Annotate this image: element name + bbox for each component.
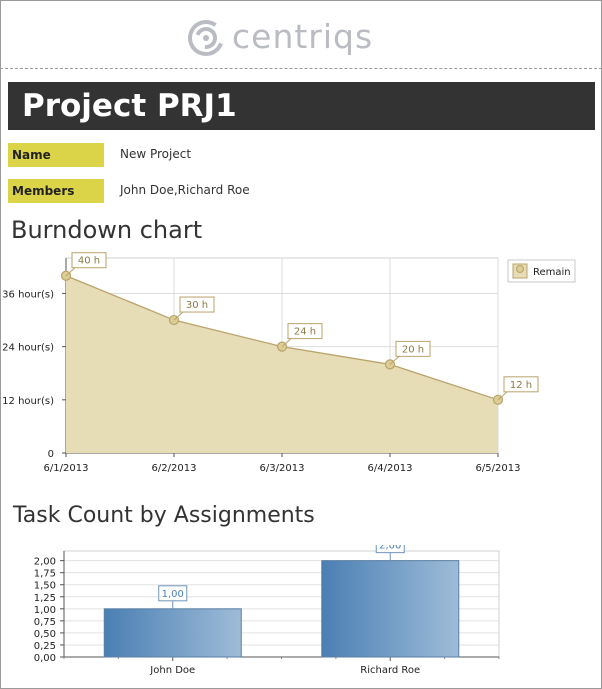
y-tick-label: 0,50 bbox=[34, 629, 56, 640]
name-label: Name bbox=[8, 143, 104, 167]
y-tick-label: 0,25 bbox=[34, 641, 56, 652]
data-label-leader bbox=[389, 355, 400, 365]
data-label-box bbox=[395, 340, 431, 357]
x-tick-label: 6/2/2013 bbox=[152, 463, 197, 474]
data-label-leader bbox=[281, 338, 292, 348]
data-label-box bbox=[375, 545, 405, 554]
data-label-leader bbox=[497, 391, 508, 401]
y-tick-label: 0 bbox=[48, 449, 54, 460]
members-value: John Doe,Richard Roe bbox=[120, 183, 250, 197]
burndown-area bbox=[66, 275, 498, 453]
data-label: 30 h bbox=[186, 300, 208, 311]
data-label-box bbox=[158, 585, 188, 602]
y-tick-label: 24 hour(s) bbox=[2, 343, 54, 354]
data-label-box bbox=[503, 376, 539, 393]
legend-label: Remain bbox=[533, 267, 571, 278]
legend: Remain bbox=[507, 259, 576, 283]
logo-text: centriqs bbox=[232, 16, 374, 56]
y-tick-label: 36 hour(s) bbox=[2, 289, 54, 300]
x-tick-label: 6/3/2013 bbox=[260, 463, 305, 474]
x-tick-label: 6/4/2013 bbox=[368, 463, 413, 474]
data-label: 12 h bbox=[510, 380, 532, 391]
data-label-box bbox=[71, 252, 107, 269]
title-bar: Project PRJ1 bbox=[8, 82, 595, 130]
x-tick-label: Richard Roe bbox=[360, 665, 420, 676]
bar bbox=[103, 608, 242, 658]
y-tick-label: 1,25 bbox=[34, 593, 56, 604]
y-tick-label: 2,00 bbox=[34, 557, 56, 568]
burndown-title: Burndown chart bbox=[11, 216, 203, 244]
task-count-title: Task Count by Assignments bbox=[13, 503, 315, 528]
data-label-box bbox=[179, 296, 215, 313]
y-tick-label: 0,75 bbox=[34, 617, 56, 628]
data-label: 40 h bbox=[78, 256, 100, 267]
y-tick-label: 0,00 bbox=[34, 653, 56, 664]
task-count-chart: 0,000,250,500,751,001,251,501,752,00John… bbox=[34, 545, 500, 676]
bar bbox=[321, 560, 460, 658]
x-tick-label: John Doe bbox=[149, 665, 195, 676]
legend-marker bbox=[516, 265, 524, 273]
spiral-logo-icon bbox=[188, 20, 224, 56]
data-label-leader bbox=[173, 311, 184, 321]
y-tick-label: 12 hour(s) bbox=[2, 396, 54, 407]
data-label-leader bbox=[65, 267, 76, 277]
y-tick-label: 1,00 bbox=[34, 605, 56, 616]
name-value: New Project bbox=[120, 147, 192, 161]
members-label: Members bbox=[8, 179, 104, 203]
y-tick-label: 1,75 bbox=[34, 569, 56, 580]
data-label: 2,00 bbox=[379, 545, 401, 552]
logo: centriqs bbox=[186, 16, 373, 60]
y-tick-label: 1,50 bbox=[34, 581, 56, 592]
data-label: 20 h bbox=[402, 344, 424, 355]
burndown-chart: 0 12 hour(s) 24 hour(s) 36 hour(s) 6/1/2013 6… bbox=[2, 252, 576, 474]
page-title: Project PRJ1 bbox=[22, 88, 237, 124]
data-label: 1,00 bbox=[162, 589, 184, 600]
x-tick-label: 6/5/2013 bbox=[476, 463, 521, 474]
header-divider bbox=[0, 68, 602, 69]
data-label-box bbox=[287, 323, 323, 340]
data-label: 24 h bbox=[294, 327, 316, 338]
x-tick-label: 6/1/2013 bbox=[44, 463, 89, 474]
